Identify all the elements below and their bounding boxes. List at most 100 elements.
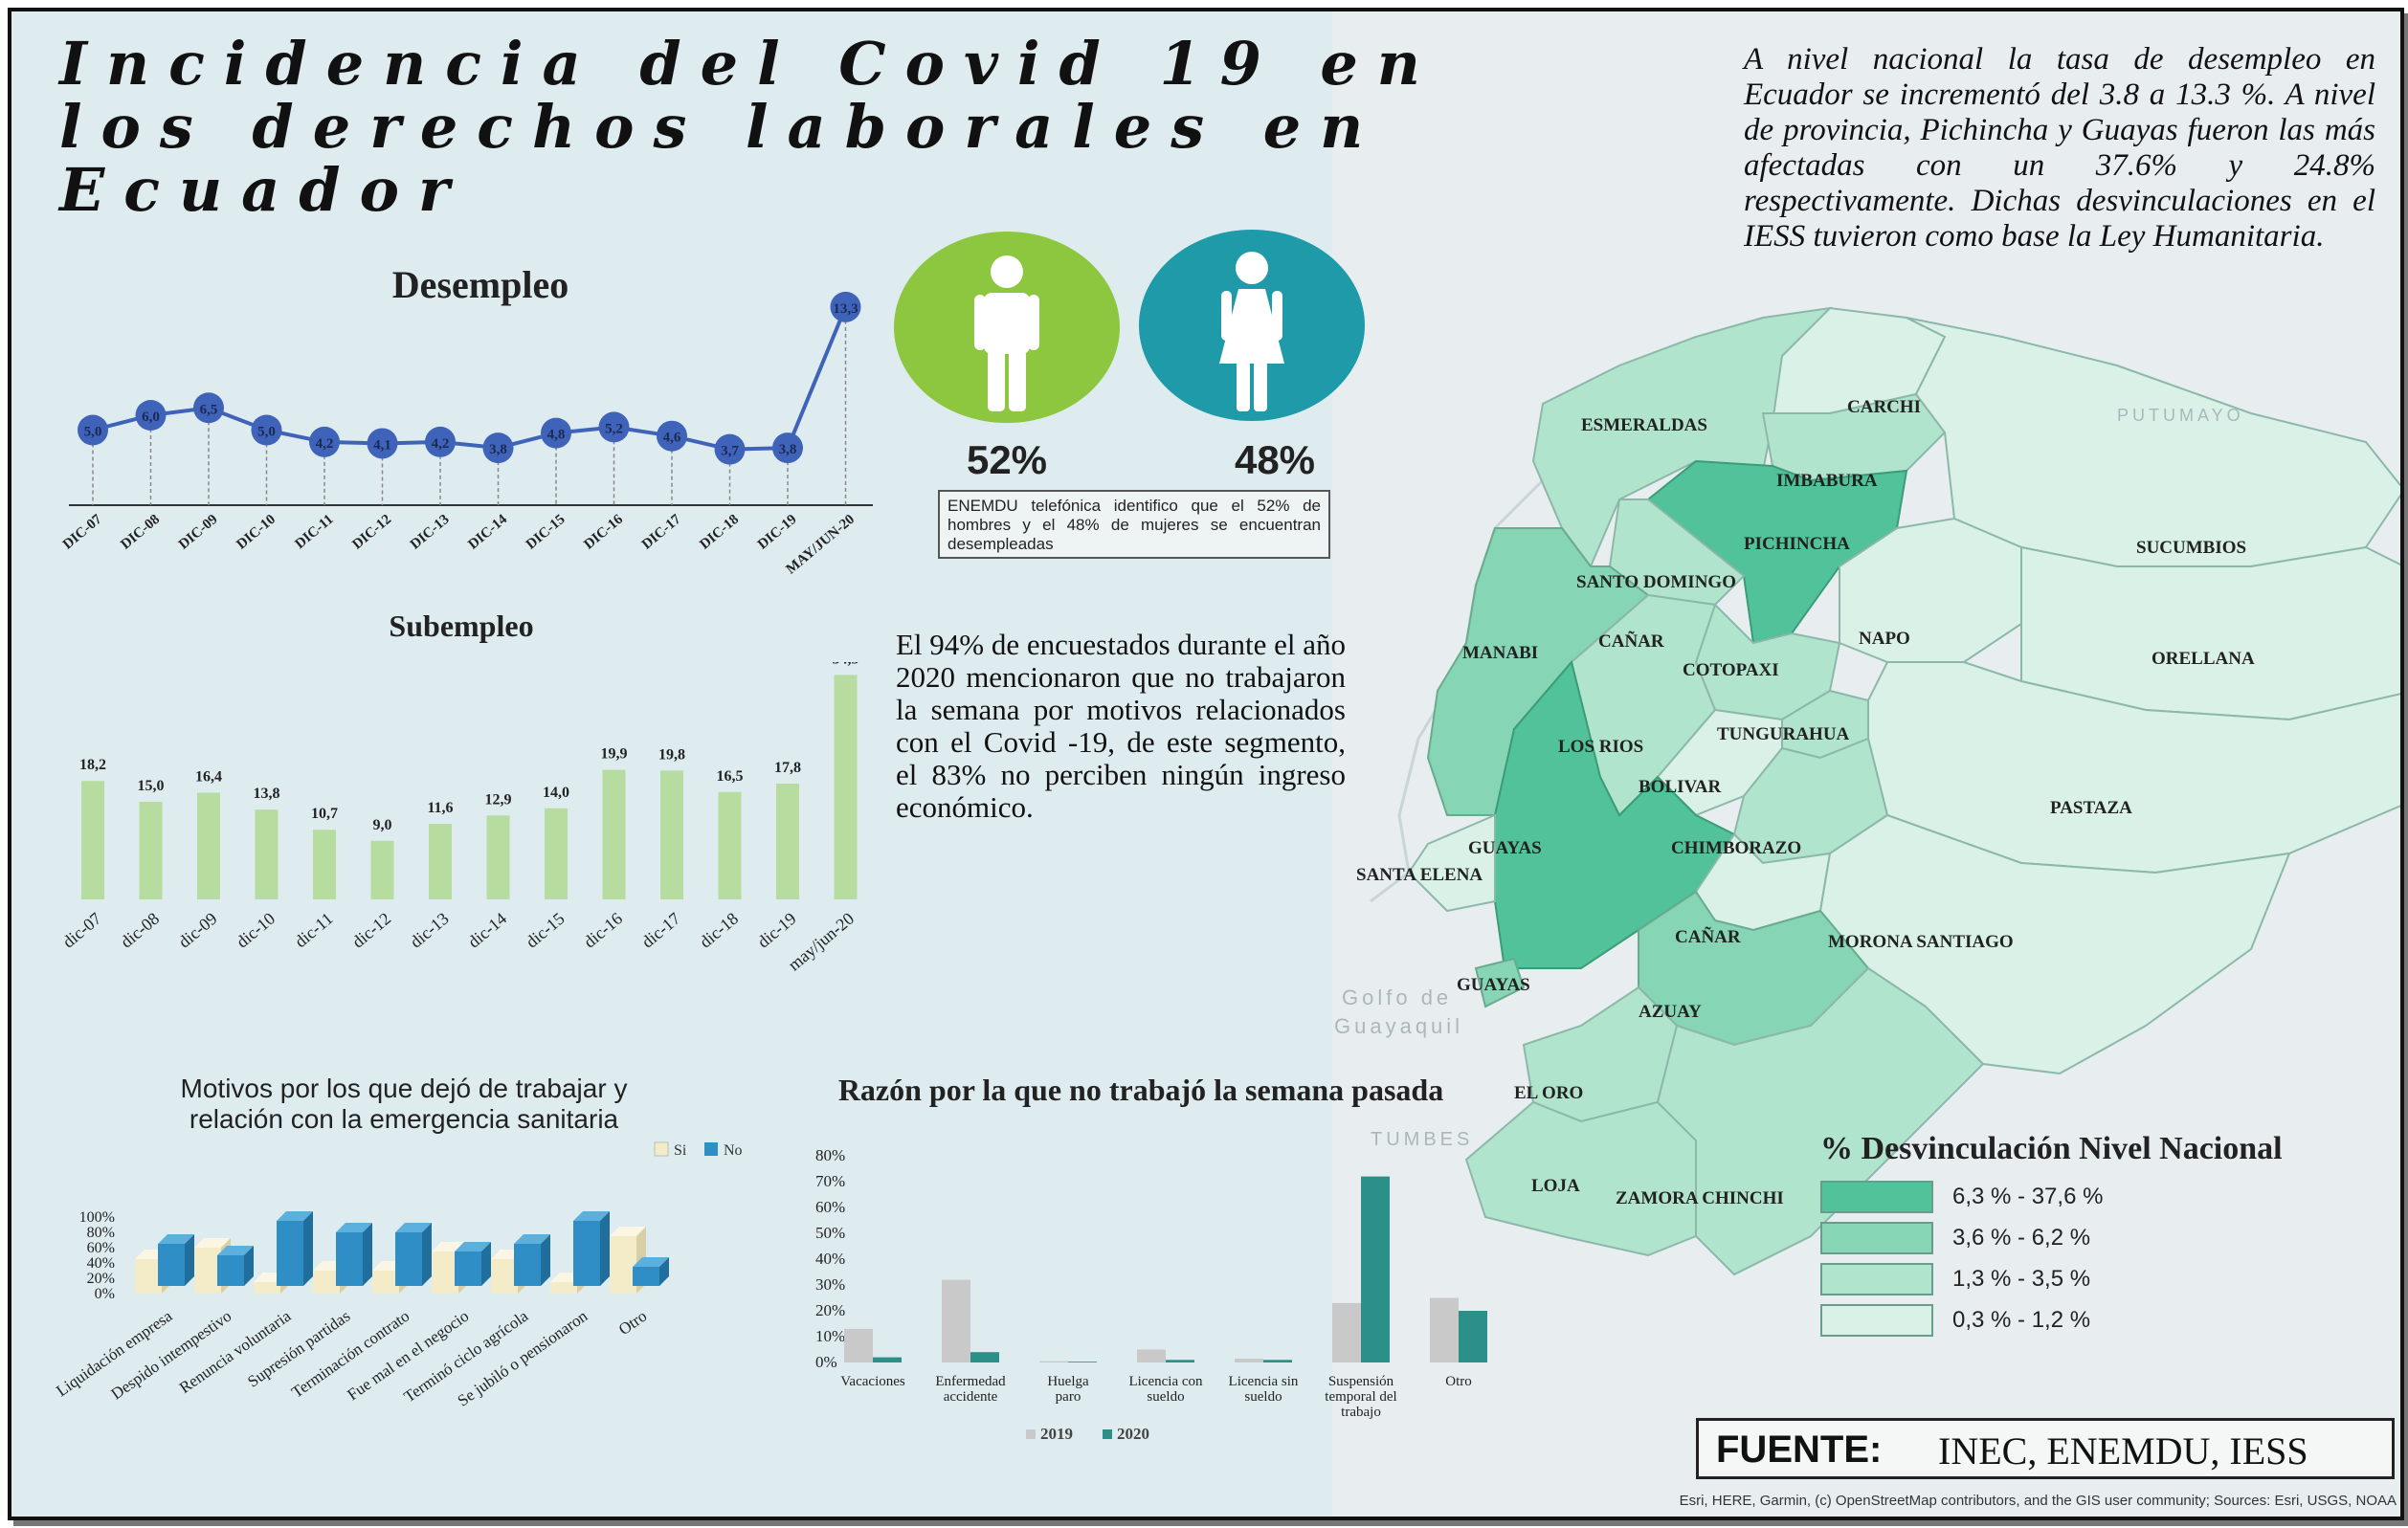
map-label: BOLIVAR	[1639, 777, 1722, 797]
motivos-bar-side	[659, 1257, 669, 1286]
map-bg-label: Golfo de	[1342, 985, 1453, 1009]
desempleo-data-label: 3,7	[721, 444, 739, 459]
desempleo-point	[425, 426, 456, 457]
motivos-bar-top	[633, 1257, 669, 1267]
map-label: CAÑAR	[1598, 631, 1664, 652]
subempleo-data-label: 13,8	[254, 786, 280, 802]
razon-tick-label: Licencia con sueldo	[1128, 1374, 1203, 1405]
motivos-ytick: 100%	[79, 1209, 115, 1226]
source-value: INEC, ENEMDU, IESS	[1938, 1429, 2308, 1473]
motivos-tick-label: Renuncia voluntaria	[176, 1306, 295, 1397]
subempleo-data-label: 19,9	[601, 746, 628, 763]
razon-ytick: 80%	[815, 1146, 845, 1164]
subempleo-bar	[776, 783, 799, 899]
subempleo-bar	[545, 808, 568, 899]
subempleo-tick-label: dic-14	[464, 909, 510, 952]
desempleo-data-label: 5,0	[257, 425, 276, 440]
razon-bar-2020	[873, 1357, 902, 1362]
razon-legend-swatch-2020	[1103, 1429, 1112, 1439]
subempleo-title: Subempleo	[389, 609, 534, 643]
desempleo-point	[541, 417, 571, 449]
motivos-bar-no	[217, 1255, 244, 1286]
subempleo-bar	[602, 769, 626, 899]
desempleo-data-label: 4,2	[432, 436, 450, 452]
map-label: AZUAY	[1639, 1002, 1702, 1022]
razon-legend-label-2019: 2019	[1040, 1425, 1073, 1443]
subempleo-data-label: 15,0	[138, 778, 165, 794]
razon-bar-2020	[1166, 1360, 1194, 1362]
motivos-bar-side	[244, 1246, 254, 1286]
desempleo-data-label: 5,0	[84, 425, 102, 440]
subempleo-tick-label: dic-13	[406, 909, 452, 952]
legend-row: 1,3 % - 3,5 %	[1820, 1263, 2222, 1297]
subempleo-data-label: 17,8	[774, 760, 801, 776]
motivos-bar-top	[395, 1223, 432, 1232]
desempleo-point	[830, 291, 861, 322]
desempleo-point	[772, 432, 803, 464]
motivos-bar-no	[573, 1221, 600, 1286]
razon-ytick: 20%	[815, 1301, 845, 1319]
desempleo-data-label: 5,2	[605, 421, 623, 436]
motivos-bar-top	[217, 1246, 254, 1255]
razon-tick-label: Suspensión temporal del trabajo	[1325, 1374, 1396, 1420]
desempleo-data-label: 13,3	[833, 301, 858, 317]
desempleo-chart: 5,0 DIC-07 6,0 DIC-08 6,5 DIC-09 5,0 DIC-10 4,2 D…	[60, 291, 873, 577]
map-label: MORONA SANTIAGO	[1828, 932, 2014, 952]
map-label: CAÑAR	[1675, 927, 1741, 947]
desempleo-data-label: 3,8	[489, 442, 507, 457]
desempleo-title: Desempleo	[391, 263, 569, 306]
subempleo-bar	[429, 824, 452, 899]
motivos-bar-no	[633, 1267, 659, 1286]
razon-legend-swatch-2019	[1026, 1429, 1036, 1439]
map-label: CHIMBORAZO	[1671, 838, 1802, 858]
motivos-bar-side	[185, 1234, 194, 1286]
infographic-frame: Incidencia del Covid 19 en los derechos …	[8, 8, 2404, 1520]
map-label: CARCHI	[1847, 397, 1922, 417]
legend-swatch	[1820, 1181, 1933, 1213]
map-label: SANTO DOMINGO	[1576, 572, 1736, 592]
motivos-bar-side	[303, 1211, 313, 1286]
razon-chart: 0% 10% 20% 30% 40% 50% 60% 70% 80% Vacaciones Enfe…	[815, 1146, 1487, 1443]
legend-swatch-no	[704, 1142, 718, 1156]
subempleo-bar	[834, 675, 858, 899]
motivos-ytick: 40%	[87, 1255, 115, 1272]
legend-label: 6,3 % - 37,6 %	[1952, 1184, 2104, 1209]
female-percentage: 48%	[1234, 437, 1316, 482]
razon-title: Razón por la que no trabajó la semana pa…	[837, 1073, 1444, 1107]
desempleo-tick-label: DIC-19	[755, 512, 800, 553]
island-puna	[1474, 957, 1526, 1008]
subempleo-data-label: 11,6	[427, 800, 453, 816]
razon-ytick: 30%	[815, 1275, 845, 1294]
subempleo-data-label: 19,8	[658, 746, 685, 763]
razon-bar-2020	[1459, 1311, 1487, 1362]
subempleo-chart: 18,2 dic-07 15,0 dic-08 16,4 dic-09 13,8 dic-10…	[58, 662, 859, 974]
motivos-bar-si	[135, 1259, 162, 1294]
motivos-bar-no	[336, 1232, 363, 1286]
motivos-bar-side	[481, 1242, 491, 1286]
razon-ytick: 50%	[815, 1224, 845, 1242]
desempleo-point	[135, 400, 167, 431]
motivos-bar-si	[550, 1282, 577, 1294]
desempleo-data-label: 4,8	[547, 428, 566, 443]
motivos-bar-no	[395, 1232, 422, 1286]
razon-tick-label: Licencia sin sueldo	[1229, 1374, 1299, 1405]
motivos-bar-top	[455, 1242, 491, 1251]
desempleo-tick-label: DIC-13	[408, 512, 453, 553]
province-santa-elena	[1407, 813, 1496, 913]
desempleo-line	[92, 306, 848, 452]
subempleo-bar	[81, 781, 104, 899]
motivos-bar-top	[336, 1223, 372, 1232]
razon-ytick: 0%	[815, 1353, 837, 1371]
male-circle	[894, 232, 1120, 423]
covid-text: El 94% de encuestados durante el año 202…	[896, 628, 1346, 824]
map-label: LOJA	[1531, 1176, 1580, 1196]
subempleo-tick-label: dic-07	[58, 909, 104, 952]
desempleo-point	[367, 428, 398, 459]
desempleo-tick-label: DIC-07	[60, 511, 105, 552]
subempleo-tick-label: dic-08	[117, 909, 163, 952]
desempleo-point	[714, 433, 746, 465]
desempleo-data-label: 4,6	[663, 431, 681, 446]
source-label: FUENTE:	[1716, 1428, 1883, 1471]
desempleo-tick-label: DIC-10	[234, 512, 279, 553]
subempleo-data-label: 34,5	[833, 662, 859, 667]
